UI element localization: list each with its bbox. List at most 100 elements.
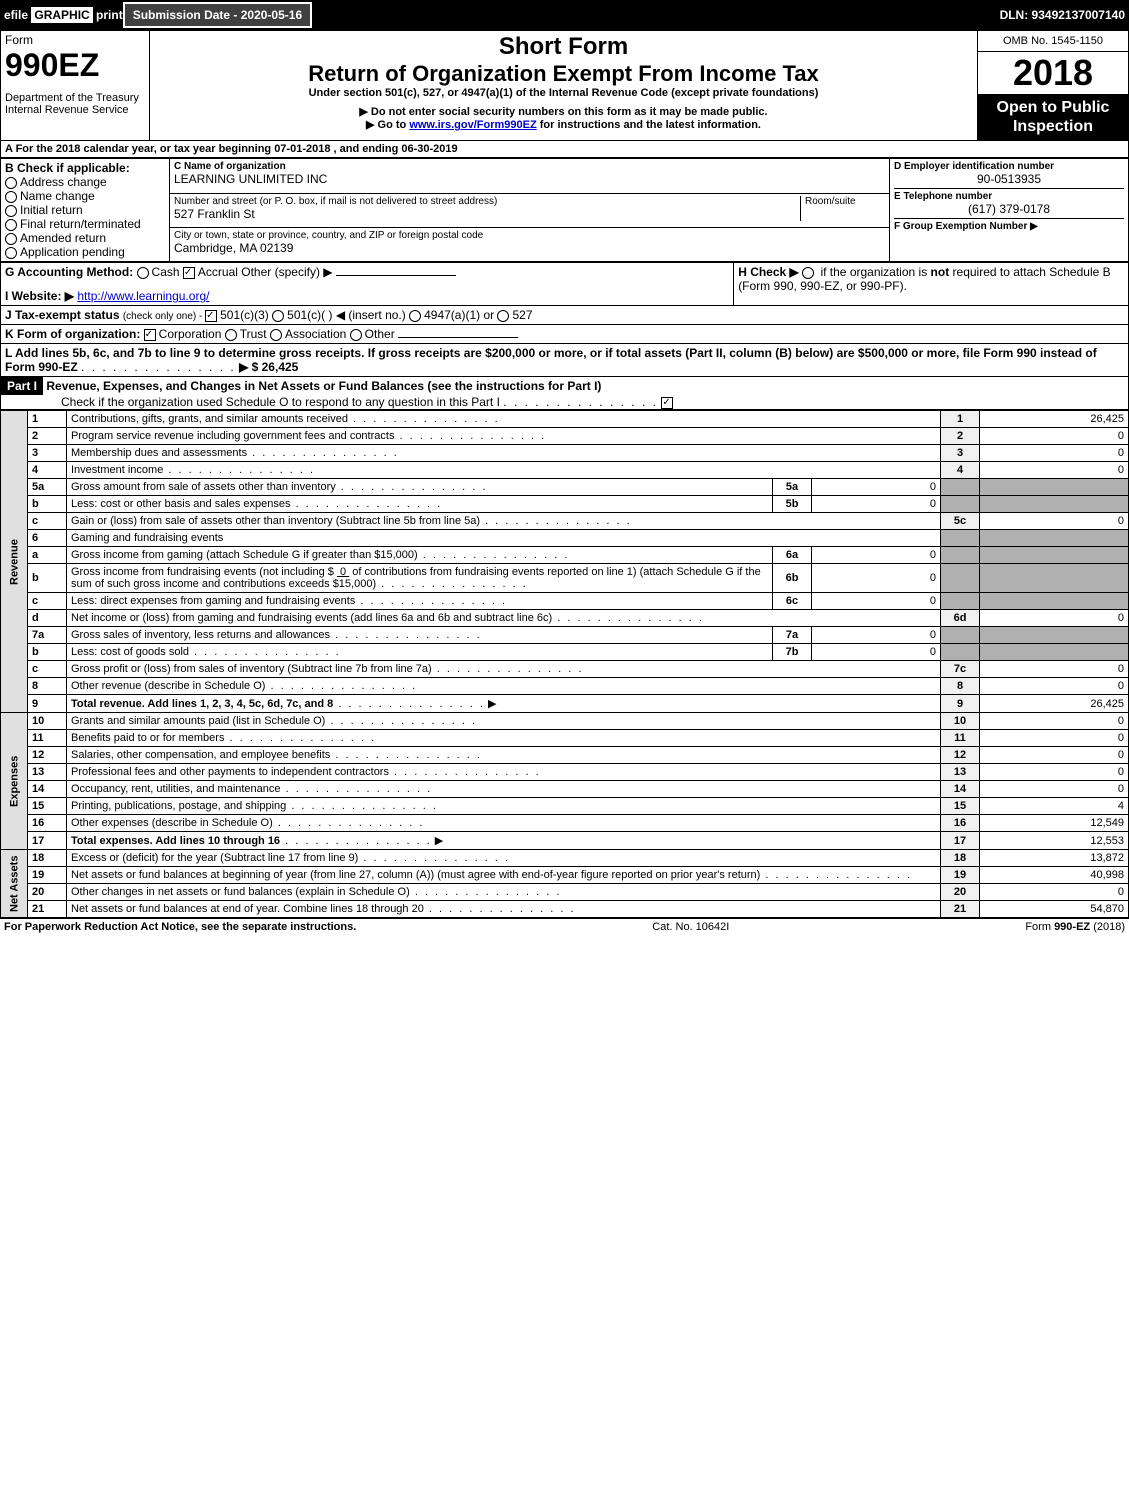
line-ref: 12 bbox=[941, 747, 980, 764]
line-desc: Investment income bbox=[67, 462, 941, 479]
short-form-title: Short Form bbox=[154, 33, 973, 61]
form-number: 990EZ bbox=[5, 47, 145, 84]
line-number: 6 bbox=[28, 530, 67, 547]
accrual-checkbox[interactable] bbox=[183, 267, 195, 279]
line-number: 21 bbox=[28, 901, 67, 918]
corporation-checkbox[interactable] bbox=[144, 329, 156, 341]
box-b-option-radio[interactable] bbox=[5, 233, 17, 245]
line-value: 12,553 bbox=[980, 832, 1129, 850]
part-i-label: Part I bbox=[1, 377, 43, 395]
calendar-year-line: A For the 2018 calendar year, or tax yea… bbox=[0, 141, 1129, 158]
box-b-option-radio[interactable] bbox=[5, 191, 17, 203]
line-value: 0 bbox=[980, 730, 1129, 747]
line-ref-gray bbox=[941, 479, 980, 496]
street-label: Number and street (or P. O. box, if mail… bbox=[174, 196, 800, 207]
top-bar: efile GRAPHIC print Submission Date - 20… bbox=[0, 0, 1129, 30]
line-number: b bbox=[28, 564, 67, 593]
line-number: a bbox=[28, 547, 67, 564]
warning-ssn: ▶ Do not enter social security numbers o… bbox=[154, 105, 973, 118]
telephone-value: (617) 379-0178 bbox=[894, 202, 1124, 216]
section-label: Net Assets bbox=[1, 850, 28, 918]
line-value: 26,425 bbox=[980, 695, 1129, 713]
cash-radio[interactable] bbox=[137, 267, 149, 279]
line-number: 9 bbox=[28, 695, 67, 713]
line-val-gray bbox=[980, 627, 1129, 644]
line-desc: Other expenses (describe in Schedule O) bbox=[67, 815, 941, 832]
line-desc: Other revenue (describe in Schedule O) bbox=[67, 678, 941, 695]
trust-radio[interactable] bbox=[225, 329, 237, 341]
line-value: 12,549 bbox=[980, 815, 1129, 832]
line-val-gray bbox=[980, 593, 1129, 610]
box-b-option-radio[interactable] bbox=[5, 247, 17, 259]
line-number: 7a bbox=[28, 627, 67, 644]
schedule-b-radio[interactable] bbox=[802, 267, 814, 279]
line-number: 16 bbox=[28, 815, 67, 832]
line-desc: Grants and similar amounts paid (list in… bbox=[67, 713, 941, 730]
ein-label: D Employer identification number bbox=[894, 161, 1124, 172]
line-desc: Excess or (deficit) for the year (Subtra… bbox=[67, 850, 941, 867]
submission-date: Submission Date - 2020-05-16 bbox=[123, 2, 312, 28]
line-desc: Net assets or fund balances at beginning… bbox=[67, 867, 941, 884]
line-value: 13,872 bbox=[980, 850, 1129, 867]
subline-value: 0 bbox=[812, 627, 941, 644]
4947-radio[interactable] bbox=[409, 310, 421, 322]
line-ref-gray bbox=[941, 593, 980, 610]
line-ref: 10 bbox=[941, 713, 980, 730]
box-b-option-radio[interactable] bbox=[5, 219, 17, 231]
line-ref: 19 bbox=[941, 867, 980, 884]
line-desc: Professional fees and other payments to … bbox=[67, 764, 941, 781]
other-org-radio[interactable] bbox=[350, 329, 362, 341]
box-b-option-radio[interactable] bbox=[5, 177, 17, 189]
association-radio[interactable] bbox=[270, 329, 282, 341]
schedule-o-checkbox[interactable] bbox=[661, 397, 673, 409]
dept-treasury: Department of the Treasury bbox=[5, 92, 145, 104]
line-number: 13 bbox=[28, 764, 67, 781]
line-value: 0 bbox=[980, 764, 1129, 781]
line-value: 0 bbox=[980, 513, 1129, 530]
501c-radio[interactable] bbox=[272, 310, 284, 322]
street-value: 527 Franklin St bbox=[174, 207, 800, 221]
line-value: 26,425 bbox=[980, 411, 1129, 428]
line-number: 11 bbox=[28, 730, 67, 747]
box-b-option-radio[interactable] bbox=[5, 205, 17, 217]
website-link[interactable]: http://www.learningu.org/ bbox=[77, 289, 209, 303]
line-desc: Gross income from gaming (attach Schedul… bbox=[67, 547, 773, 564]
line-number: 19 bbox=[28, 867, 67, 884]
omb-number: OMB No. 1545-1150 bbox=[978, 31, 1128, 52]
line-desc: Salaries, other compensation, and employ… bbox=[67, 747, 941, 764]
org-name-value: LEARNING UNLIMITED INC bbox=[174, 172, 885, 186]
line-ref: 7c bbox=[941, 661, 980, 678]
line-value: 0 bbox=[980, 747, 1129, 764]
line-value: 0 bbox=[980, 713, 1129, 730]
line-number: 14 bbox=[28, 781, 67, 798]
ein-value: 90-0513935 bbox=[894, 172, 1124, 186]
line-number: 12 bbox=[28, 747, 67, 764]
city-label: City or town, state or province, country… bbox=[174, 230, 885, 241]
section-label: Expenses bbox=[1, 713, 28, 850]
line-value: 4 bbox=[980, 798, 1129, 815]
527-radio[interactable] bbox=[497, 310, 509, 322]
line-desc: Less: direct expenses from gaming and fu… bbox=[67, 593, 773, 610]
irs-link[interactable]: www.irs.gov/Form990EZ bbox=[409, 119, 536, 131]
line-ref-gray bbox=[941, 644, 980, 661]
line-ref: 17 bbox=[941, 832, 980, 850]
line-value: 0 bbox=[980, 661, 1129, 678]
gross-receipts-value: ▶ $ 26,425 bbox=[239, 360, 298, 374]
box-b-label: B Check if applicable: bbox=[5, 161, 165, 175]
line-number: 8 bbox=[28, 678, 67, 695]
line-desc: Net income or (loss) from gaming and fun… bbox=[67, 610, 941, 627]
line-ref: 20 bbox=[941, 884, 980, 901]
501c3-checkbox[interactable] bbox=[205, 310, 217, 322]
line-desc: Occupancy, rent, utilities, and maintena… bbox=[67, 781, 941, 798]
box-b-option-label: Name change bbox=[20, 189, 95, 203]
line-desc: Other changes in net assets or fund bala… bbox=[67, 884, 941, 901]
line-ref: 8 bbox=[941, 678, 980, 695]
line-ref: 13 bbox=[941, 764, 980, 781]
line-number: b bbox=[28, 496, 67, 513]
line-value: 0 bbox=[980, 884, 1129, 901]
line-desc: Contributions, gifts, grants, and simila… bbox=[67, 411, 941, 428]
line-value: 0 bbox=[980, 781, 1129, 798]
telephone-label: E Telephone number bbox=[894, 188, 1124, 202]
line-ref: 2 bbox=[941, 428, 980, 445]
box-b-option-label: Application pending bbox=[20, 245, 125, 259]
